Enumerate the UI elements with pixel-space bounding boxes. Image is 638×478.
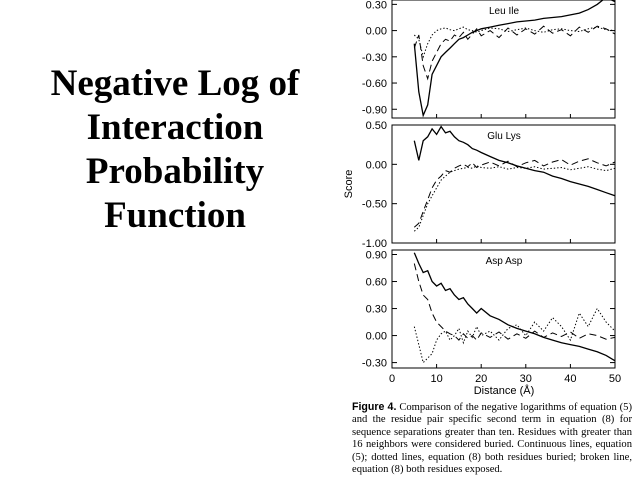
figure-4-chart: 0.30 0.00 -0.30 -0.60 -0.90 Leu Ile 0.50 0.00 -0… bbox=[343, 0, 621, 397]
panel-title: Asp Asp bbox=[486, 256, 523, 267]
panel-frame bbox=[391, 0, 616, 119]
slide-title-line: Probability bbox=[85, 151, 265, 192]
y-tick-label: 0.30 bbox=[366, 304, 387, 316]
x-tick-label: 30 bbox=[520, 373, 532, 385]
series-line bbox=[413, 26, 616, 59]
x-axis-label: Distance (Å) bbox=[474, 384, 535, 397]
x-tick-label: 50 bbox=[609, 373, 621, 385]
y-tick-label: 0.00 bbox=[366, 159, 387, 171]
x-tick-label: 10 bbox=[430, 373, 442, 385]
x-tick-label: 20 bbox=[475, 373, 487, 385]
chart-panel-3: 0.90 0.60 0.30 0.00 -0.30 Asp Asp bbox=[362, 249, 616, 370]
panel-title: Glu Lys bbox=[487, 131, 521, 142]
x-tick-label: 0 bbox=[389, 373, 395, 385]
figure-caption-label: Figure 4. bbox=[352, 401, 397, 413]
y-tick-label: 0.60 bbox=[366, 277, 387, 289]
slide-title-line: Interaction bbox=[86, 107, 264, 148]
figure-caption: Figure 4. Comparison of the negative log… bbox=[352, 401, 632, 476]
x-tick-label: 40 bbox=[564, 373, 576, 385]
y-tick-label: 0.00 bbox=[366, 331, 387, 343]
y-tick-label: -0.50 bbox=[362, 199, 387, 211]
slide-title: Negative Log of Interaction Probability … bbox=[20, 62, 330, 238]
series-line bbox=[413, 252, 616, 362]
y-tick-label: 0.30 bbox=[366, 0, 387, 11]
y-tick-label: -0.90 bbox=[362, 104, 387, 116]
chart-panel-2: 0.50 0.00 -0.50 -1.00 Glu Lys bbox=[362, 120, 616, 250]
panel-frame bbox=[391, 249, 616, 369]
y-tick-label: 0.50 bbox=[366, 120, 387, 132]
series-line bbox=[413, 0, 616, 118]
y-tick-label: -1.00 bbox=[362, 238, 387, 250]
panel-frame bbox=[391, 124, 616, 244]
series-line bbox=[413, 25, 616, 81]
slide-title-line: Function bbox=[104, 195, 246, 236]
panel-title: Leu Ile bbox=[489, 6, 519, 17]
chart-panel-1: 0.30 0.00 -0.30 -0.60 -0.90 Leu Ile bbox=[362, 0, 616, 119]
y-tick-label: -0.30 bbox=[362, 358, 387, 370]
series-line bbox=[413, 125, 616, 197]
series-line bbox=[413, 307, 616, 364]
y-tick-label: 0.00 bbox=[366, 26, 387, 38]
series-line bbox=[413, 165, 616, 232]
y-axis-label: Score bbox=[343, 170, 355, 199]
y-tick-label: -0.60 bbox=[362, 78, 387, 90]
y-tick-label: 0.90 bbox=[366, 250, 387, 262]
y-tick-label: -0.30 bbox=[362, 52, 387, 64]
slide-title-line: Negative Log of bbox=[50, 63, 300, 104]
figure-caption-text: Comparison of the negative logarithms of… bbox=[352, 402, 632, 476]
series-line bbox=[413, 263, 616, 341]
series-line bbox=[413, 158, 616, 228]
